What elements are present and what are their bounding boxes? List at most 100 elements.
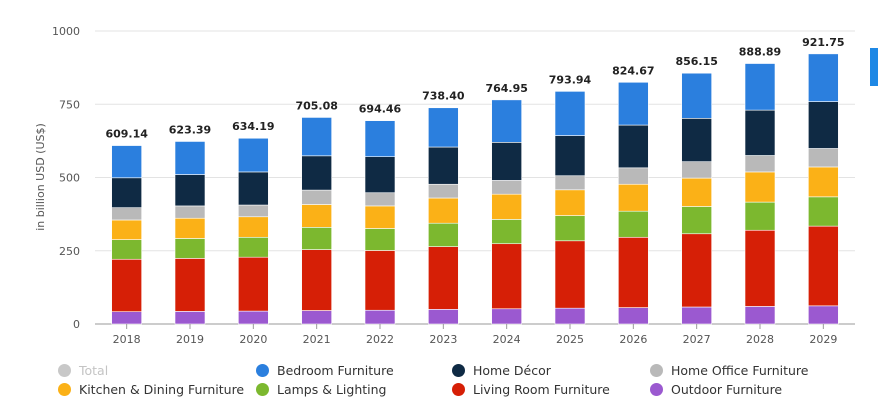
bar-segment	[808, 53, 839, 102]
x-tick-label: 2025	[556, 333, 584, 346]
bar-segment	[174, 311, 206, 325]
legend-dot-home-decor	[452, 364, 465, 377]
legend-item-lamps-lighting[interactable]: Lamps & Lighting	[256, 382, 386, 397]
chart-legend: Total Bedroom Furniture Home Décor Home …	[0, 360, 878, 413]
legend-item-living-room-furniture[interactable]: Living Room Furniture	[452, 382, 610, 397]
bar-segment	[618, 210, 649, 238]
legend-dot-lamps-lighting	[256, 383, 269, 396]
total-data-label: 705.08	[295, 99, 337, 112]
bar-segment	[364, 205, 396, 229]
bar-segment	[554, 175, 586, 191]
bar-segment	[491, 243, 522, 310]
bar-segment	[301, 227, 332, 250]
bar-segment	[808, 305, 839, 325]
total-data-label: 609.14	[105, 128, 148, 141]
bar-segment	[111, 258, 142, 312]
bar-segment	[428, 146, 459, 185]
legend-item-home-decor[interactable]: Home Décor	[452, 363, 551, 378]
legend-item-home-office-furniture[interactable]: Home Office Furniture	[650, 363, 808, 378]
stacked-bar-chart: 0 250 500 750 1000 in billion USD (US$) 2018 60…	[34, 25, 855, 346]
x-tick-label: 2029	[809, 333, 837, 346]
bar-segment	[428, 309, 459, 325]
legend-label: Lamps & Lighting	[277, 382, 387, 397]
legend-dot-living-room-furniture	[452, 383, 465, 396]
total-data-label: 738.40	[422, 90, 465, 103]
bar-segment	[238, 310, 269, 325]
bar-segment	[111, 219, 142, 240]
legend-item-outdoor-furniture[interactable]: Outdoor Furniture	[650, 382, 782, 397]
legend-label: Home Office Furniture	[671, 363, 809, 378]
legend-label: Living Room Furniture	[473, 382, 610, 397]
bar-segment	[808, 148, 839, 168]
bar-segment	[554, 135, 586, 177]
x-tick-label: 2018	[113, 333, 141, 346]
y-tick-label: 0	[73, 318, 80, 331]
bar-segment	[808, 101, 839, 149]
total-data-label: 634.19	[232, 120, 274, 133]
legend-label: Outdoor Furniture	[671, 382, 783, 397]
x-tick-label: 2028	[746, 333, 774, 346]
bar-segment	[491, 219, 522, 245]
legend-item-kitchen-dining-furniture[interactable]: Kitchen & Dining Furniture	[58, 382, 244, 397]
legend-label: Home Décor	[473, 363, 551, 378]
bar-segment	[618, 183, 649, 212]
bar-segment	[681, 206, 712, 235]
legend-dot-outdoor-furniture	[650, 383, 663, 396]
bar-segment	[301, 117, 332, 157]
y-axis-label: in billion USD (US$)	[34, 123, 47, 231]
bar-segment	[744, 201, 776, 231]
x-tick-label: 2021	[303, 333, 331, 346]
legend-label: Bedroom Furniture	[277, 363, 394, 378]
legend-item-total[interactable]: Total	[58, 363, 108, 378]
bar-segment	[111, 239, 142, 260]
bar-segment	[554, 307, 586, 325]
bar-segment	[808, 225, 839, 307]
bar-segment	[111, 207, 142, 221]
y-tick-label: 250	[59, 245, 80, 258]
bar-segment	[111, 311, 142, 325]
total-data-label: 694.46	[359, 103, 402, 116]
bar-segment	[681, 161, 712, 179]
y-tick-label: 750	[59, 98, 80, 111]
bar-segment	[808, 196, 839, 227]
total-data-label: 921.75	[802, 36, 844, 49]
bar-segment	[428, 183, 459, 199]
bar-segment	[681, 72, 712, 119]
legend-item-bedroom-furniture[interactable]: Bedroom Furniture	[256, 363, 394, 378]
bar-segment	[301, 204, 332, 228]
bar-segment	[744, 229, 776, 307]
bar-segment	[618, 236, 649, 308]
bar-segment	[301, 310, 332, 325]
bar-segment	[301, 249, 332, 311]
bar-segment	[808, 166, 839, 198]
total-data-label: 764.95	[485, 82, 527, 95]
legend-dot-total	[58, 364, 71, 377]
bar-segment	[681, 177, 712, 207]
bar-segment	[174, 217, 206, 239]
x-tick-label: 2026	[619, 333, 647, 346]
bar-segment	[174, 258, 206, 312]
bar-segment	[364, 156, 396, 194]
x-tick-label: 2022	[366, 333, 394, 346]
bar-segment	[618, 81, 649, 126]
bar-segment	[301, 189, 332, 205]
page-edge-accent	[870, 48, 878, 86]
total-data-label: 623.39	[169, 123, 211, 136]
bar-segment	[111, 145, 142, 179]
bar-segment	[744, 171, 776, 203]
x-tick-label: 2019	[176, 333, 204, 346]
bar-segment	[618, 124, 649, 169]
legend-label: Kitchen & Dining Furniture	[79, 382, 245, 397]
bar-segment	[744, 63, 776, 111]
x-tick-label: 2023	[429, 333, 457, 346]
bar-segment	[681, 233, 712, 308]
y-tick-label: 1000	[52, 25, 80, 38]
bar-segment	[301, 155, 332, 191]
bar-segment	[238, 236, 269, 258]
bar-segment	[364, 192, 396, 207]
bar-segment	[491, 180, 522, 195]
total-data-label: 856.15	[675, 55, 717, 68]
bar-segment	[681, 306, 712, 325]
bar-segment	[238, 216, 269, 238]
bar-segment	[238, 137, 269, 173]
